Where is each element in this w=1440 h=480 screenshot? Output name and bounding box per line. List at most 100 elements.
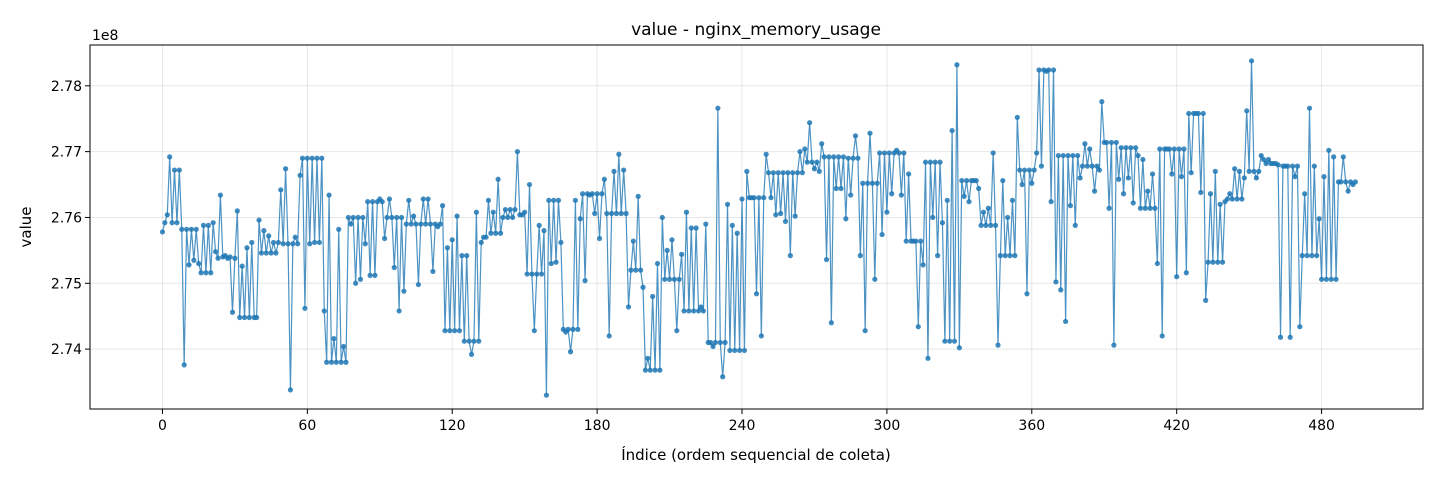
data-point (167, 154, 173, 160)
data-point (191, 257, 197, 263)
data-point (831, 154, 837, 160)
data-point (1316, 216, 1322, 222)
data-point (1253, 175, 1259, 181)
data-point (833, 185, 839, 192)
data-point (1152, 205, 1158, 211)
data-point (1009, 197, 1016, 203)
data-point (505, 214, 511, 221)
data-point (1031, 167, 1037, 173)
data-point (1205, 259, 1211, 265)
data-point (181, 362, 187, 368)
data-point (739, 196, 745, 202)
data-point (311, 239, 318, 246)
data-point (1113, 139, 1119, 146)
data-point (273, 250, 279, 256)
data-point (215, 255, 221, 261)
data-point (932, 159, 938, 165)
data-point (468, 351, 475, 357)
data-point (1166, 146, 1173, 152)
data-point (389, 214, 395, 221)
data-point (966, 199, 972, 205)
data-point (340, 343, 347, 350)
data-point (1200, 110, 1206, 117)
data-point (423, 221, 429, 227)
data-point (261, 228, 267, 234)
data-point (572, 197, 578, 203)
data-point (903, 238, 909, 244)
data-point (939, 220, 946, 226)
data-point (691, 308, 697, 314)
data-point (437, 221, 443, 227)
data-point (804, 159, 810, 165)
data-point (1024, 291, 1030, 297)
data-point (599, 191, 605, 197)
data-point (217, 192, 223, 198)
data-point (546, 197, 552, 203)
data-point (814, 159, 820, 165)
data-point (497, 230, 504, 236)
data-point (765, 170, 772, 176)
data-point (299, 155, 306, 161)
data-point (1210, 259, 1216, 265)
x-tick-label: 420 (1163, 418, 1190, 434)
data-point (447, 328, 453, 334)
data-point (1234, 196, 1240, 202)
data-point (770, 170, 777, 176)
data-point (647, 367, 653, 373)
data-point (452, 328, 458, 334)
data-point (729, 222, 735, 228)
data-point (360, 214, 366, 221)
data-point (186, 262, 192, 268)
data-point (1108, 139, 1115, 146)
data-point (1048, 199, 1054, 205)
data-point (1297, 324, 1303, 330)
data-point (372, 272, 378, 278)
data-point (1294, 163, 1301, 169)
data-point (1232, 166, 1238, 172)
data-point (635, 193, 641, 199)
data-point (1070, 152, 1076, 159)
data-point (872, 276, 878, 282)
data-point (212, 249, 219, 255)
data-point (280, 241, 286, 247)
data-point (1019, 181, 1025, 188)
data-point (1046, 67, 1052, 73)
data-point (920, 262, 926, 268)
data-point (386, 196, 393, 202)
data-point (901, 150, 907, 156)
data-point (529, 271, 535, 277)
data-point (309, 155, 315, 161)
data-point (355, 214, 361, 221)
data-point (196, 260, 202, 267)
data-point (287, 387, 294, 393)
data-point (1145, 188, 1151, 194)
data-point (1321, 174, 1327, 180)
data-point (1203, 297, 1209, 303)
data-point (674, 328, 680, 334)
data-point (162, 220, 168, 226)
data-point (1217, 201, 1223, 207)
data-point (1215, 259, 1221, 265)
data-point (297, 172, 303, 178)
data-point (384, 214, 390, 221)
data-point (200, 222, 207, 228)
data-point (304, 155, 310, 161)
data-point (507, 206, 513, 213)
data-point (403, 221, 409, 227)
data-point (1111, 342, 1117, 348)
data-point (514, 149, 521, 155)
data-point (630, 238, 636, 244)
data-point (1149, 171, 1156, 177)
data-point (555, 197, 562, 203)
data-point (179, 226, 185, 232)
data-point (877, 150, 883, 156)
data-point (1277, 334, 1284, 340)
data-point (613, 210, 620, 217)
data-point (241, 314, 248, 321)
data-point (1256, 168, 1262, 174)
data-point (379, 199, 385, 205)
data-point (1021, 167, 1028, 173)
data-point (321, 308, 327, 314)
data-point (1140, 156, 1146, 163)
